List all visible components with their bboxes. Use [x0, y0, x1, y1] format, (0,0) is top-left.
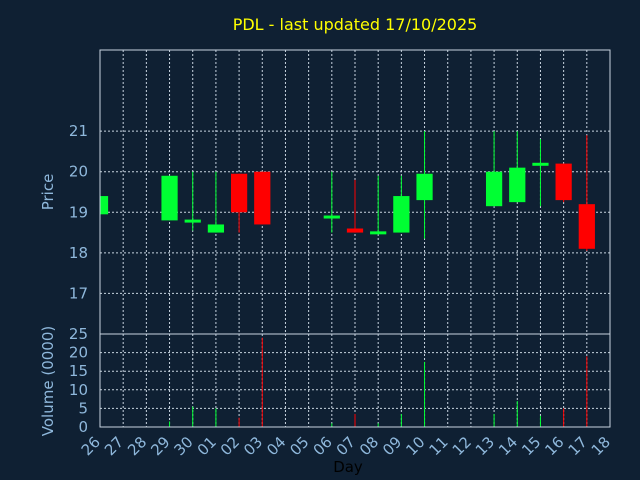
candle: [230, 173, 248, 233]
candle: [578, 135, 595, 251]
volume-axis-label: Volume (0000): [39, 326, 57, 436]
volume-plot-frame: [99, 333, 611, 428]
candle-body: [555, 163, 572, 201]
volume-y-tick-label: 0: [78, 418, 88, 436]
volume-y-tick-label: 15: [69, 362, 88, 380]
candle-body: [370, 231, 387, 235]
candle: [416, 131, 433, 239]
candle-body: [532, 162, 549, 166]
candle-body: [578, 204, 595, 249]
volume-y-tick-label: 20: [69, 344, 88, 362]
candle: [161, 175, 178, 221]
volume-y-tick-label: 25: [69, 325, 88, 343]
candle: [532, 139, 549, 207]
candle: [254, 171, 271, 225]
candle-body: [323, 215, 340, 219]
x-tick-labels: 2627282930010203040506070809101112131415…: [78, 433, 614, 459]
candle-body: [100, 196, 109, 215]
price-y-tick-label: 19: [69, 203, 88, 221]
candle-body: [230, 173, 248, 213]
candle: [555, 163, 572, 203]
price-y-tick-label: 17: [69, 284, 88, 302]
candle: [485, 131, 503, 207]
price-y-tick-label: 18: [69, 244, 88, 262]
candle-body: [393, 196, 410, 233]
price-y-tick-labels: 17 18 19 20 21: [69, 122, 88, 302]
volume-y-tick-label: 5: [78, 399, 88, 417]
candle: [393, 175, 410, 233]
candle-body: [184, 219, 201, 223]
price-y-tick-label: 20: [69, 163, 88, 181]
candle: [370, 175, 387, 235]
candle-body: [509, 167, 526, 203]
candle-body: [416, 173, 433, 201]
candle-body: [207, 224, 225, 233]
volume-bar-series: [99, 337, 588, 427]
price-axis-label: Price: [39, 174, 57, 211]
price-panel: 17 18 19 20 21 Price: [39, 49, 611, 335]
candle: [99, 196, 109, 215]
candle: [323, 171, 340, 233]
chart-title: PDL - last updated 17/10/2025: [233, 15, 478, 34]
candle-body: [485, 171, 503, 207]
candle: [184, 171, 201, 231]
candle: [207, 171, 225, 233]
candlestick-series: [99, 131, 595, 251]
candle: [346, 179, 364, 233]
x-axis-label: Day: [333, 458, 363, 476]
candle-body: [254, 171, 271, 225]
price-y-tick-label: 21: [69, 122, 88, 140]
volume-y-tick-label: 10: [69, 381, 88, 399]
candle-body: [161, 175, 178, 221]
candle-body: [346, 228, 364, 233]
candle: [509, 131, 526, 203]
